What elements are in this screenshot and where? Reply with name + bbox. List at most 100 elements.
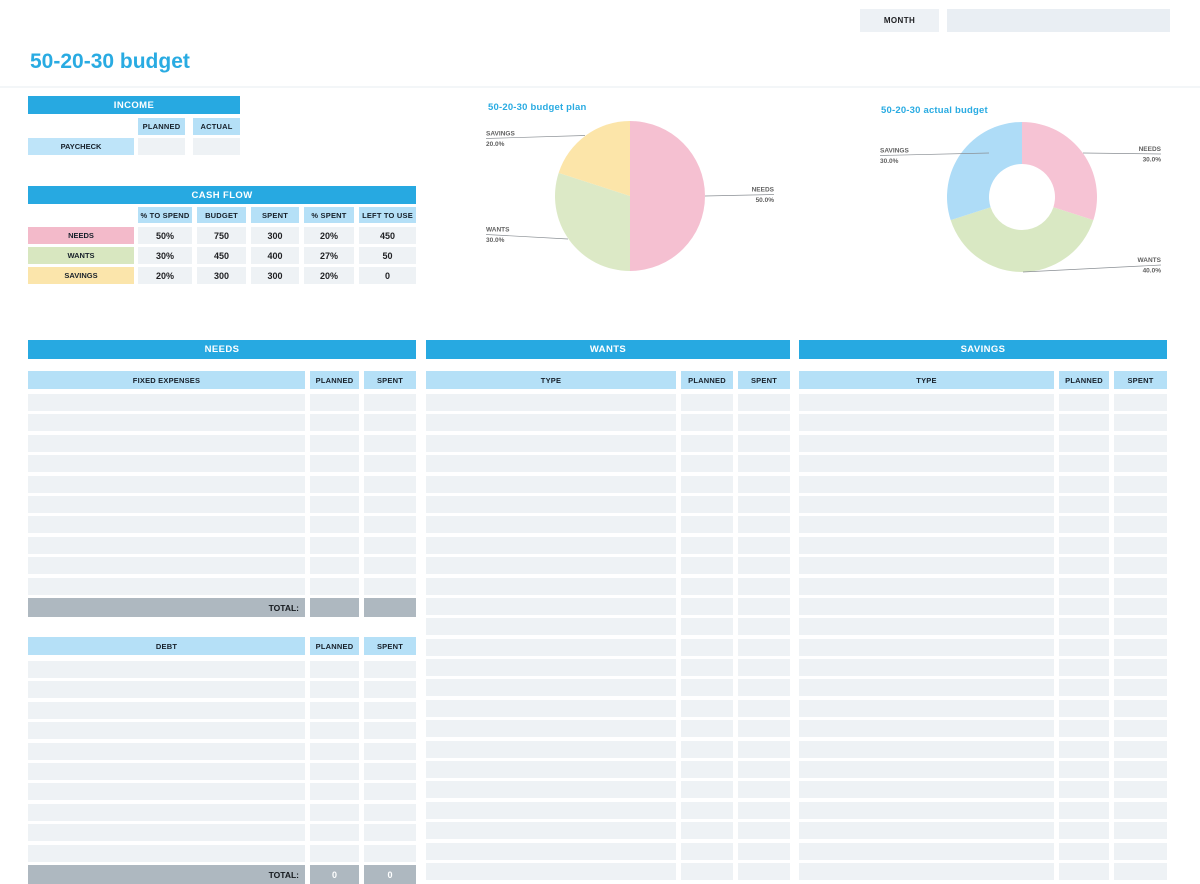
empty-cell[interactable] <box>1059 597 1109 615</box>
empty-cell[interactable] <box>1114 801 1167 819</box>
empty-cell[interactable] <box>1114 679 1167 697</box>
empty-cell[interactable] <box>1059 394 1109 411</box>
empty-cell[interactable] <box>426 842 676 860</box>
empty-cell[interactable] <box>799 475 1054 493</box>
empty-cell[interactable] <box>310 681 359 699</box>
empty-cell[interactable] <box>28 434 305 452</box>
empty-cell[interactable] <box>364 844 416 862</box>
paycheck-planned-cell[interactable] <box>138 138 185 155</box>
empty-cell[interactable] <box>738 699 790 717</box>
empty-cell[interactable] <box>1114 781 1167 799</box>
empty-cell[interactable] <box>1114 434 1167 452</box>
empty-cell[interactable] <box>738 577 790 595</box>
empty-cell[interactable] <box>364 661 416 678</box>
empty-cell[interactable] <box>364 516 416 534</box>
empty-cell[interactable] <box>799 577 1054 595</box>
empty-cell[interactable] <box>1059 781 1109 799</box>
empty-cell[interactable] <box>28 661 305 678</box>
empty-cell[interactable] <box>310 577 359 595</box>
empty-cell[interactable] <box>310 394 359 411</box>
empty-cell[interactable] <box>681 842 733 860</box>
empty-cell[interactable] <box>799 638 1054 656</box>
empty-cell[interactable] <box>28 742 305 760</box>
empty-cell[interactable] <box>738 475 790 493</box>
empty-cell[interactable] <box>1114 516 1167 534</box>
empty-cell[interactable] <box>364 394 416 411</box>
empty-cell[interactable] <box>28 516 305 534</box>
empty-cell[interactable] <box>310 414 359 432</box>
empty-cell[interactable] <box>426 638 676 656</box>
empty-cell[interactable] <box>799 536 1054 554</box>
empty-cell[interactable] <box>364 455 416 473</box>
empty-cell[interactable] <box>1059 761 1109 779</box>
empty-cell[interactable] <box>738 455 790 473</box>
empty-cell[interactable] <box>310 701 359 719</box>
empty-cell[interactable] <box>1114 862 1167 880</box>
empty-cell[interactable] <box>738 638 790 656</box>
empty-cell[interactable] <box>1059 699 1109 717</box>
wants-pct-to-spend-cell[interactable]: 30% <box>138 247 192 264</box>
empty-cell[interactable] <box>681 495 733 513</box>
month-input[interactable] <box>947 9 1170 32</box>
empty-cell[interactable] <box>1114 659 1167 677</box>
empty-cell[interactable] <box>1059 577 1109 595</box>
empty-cell[interactable] <box>799 394 1054 411</box>
empty-cell[interactable] <box>738 761 790 779</box>
empty-cell[interactable] <box>1059 557 1109 575</box>
empty-cell[interactable] <box>799 822 1054 840</box>
empty-cell[interactable] <box>310 495 359 513</box>
empty-cell[interactable] <box>310 722 359 740</box>
empty-cell[interactable] <box>681 720 733 738</box>
empty-cell[interactable] <box>310 762 359 780</box>
empty-cell[interactable] <box>799 557 1054 575</box>
empty-cell[interactable] <box>738 434 790 452</box>
empty-cell[interactable] <box>1114 495 1167 513</box>
empty-cell[interactable] <box>738 618 790 636</box>
empty-cell[interactable] <box>364 536 416 554</box>
empty-cell[interactable] <box>426 801 676 819</box>
empty-cell[interactable] <box>1114 536 1167 554</box>
empty-cell[interactable] <box>799 434 1054 452</box>
empty-cell[interactable] <box>738 781 790 799</box>
empty-cell[interactable] <box>738 495 790 513</box>
empty-cell[interactable] <box>426 659 676 677</box>
empty-cell[interactable] <box>1114 618 1167 636</box>
empty-cell[interactable] <box>681 516 733 534</box>
empty-cell[interactable] <box>28 803 305 821</box>
empty-cell[interactable] <box>28 701 305 719</box>
empty-cell[interactable] <box>681 597 733 615</box>
empty-cell[interactable] <box>364 701 416 719</box>
empty-cell[interactable] <box>426 475 676 493</box>
empty-cell[interactable] <box>364 414 416 432</box>
empty-cell[interactable] <box>28 681 305 699</box>
empty-cell[interactable] <box>799 781 1054 799</box>
empty-cell[interactable] <box>799 679 1054 697</box>
empty-cell[interactable] <box>738 659 790 677</box>
empty-cell[interactable] <box>310 536 359 554</box>
empty-cell[interactable] <box>364 762 416 780</box>
empty-cell[interactable] <box>738 822 790 840</box>
empty-cell[interactable] <box>1114 557 1167 575</box>
empty-cell[interactable] <box>738 801 790 819</box>
empty-cell[interactable] <box>426 679 676 697</box>
empty-cell[interactable] <box>1114 475 1167 493</box>
empty-cell[interactable] <box>681 699 733 717</box>
empty-cell[interactable] <box>310 783 359 801</box>
empty-cell[interactable] <box>426 434 676 452</box>
empty-cell[interactable] <box>28 557 305 575</box>
empty-cell[interactable] <box>426 557 676 575</box>
empty-cell[interactable] <box>364 722 416 740</box>
empty-cell[interactable] <box>738 740 790 758</box>
empty-cell[interactable] <box>28 536 305 554</box>
empty-cell[interactable] <box>426 720 676 738</box>
empty-cell[interactable] <box>681 638 733 656</box>
empty-cell[interactable] <box>738 536 790 554</box>
empty-cell[interactable] <box>681 557 733 575</box>
empty-cell[interactable] <box>738 597 790 615</box>
empty-cell[interactable] <box>310 803 359 821</box>
empty-cell[interactable] <box>310 455 359 473</box>
empty-cell[interactable] <box>1059 536 1109 554</box>
empty-cell[interactable] <box>1059 475 1109 493</box>
empty-cell[interactable] <box>1059 618 1109 636</box>
empty-cell[interactable] <box>426 862 676 880</box>
